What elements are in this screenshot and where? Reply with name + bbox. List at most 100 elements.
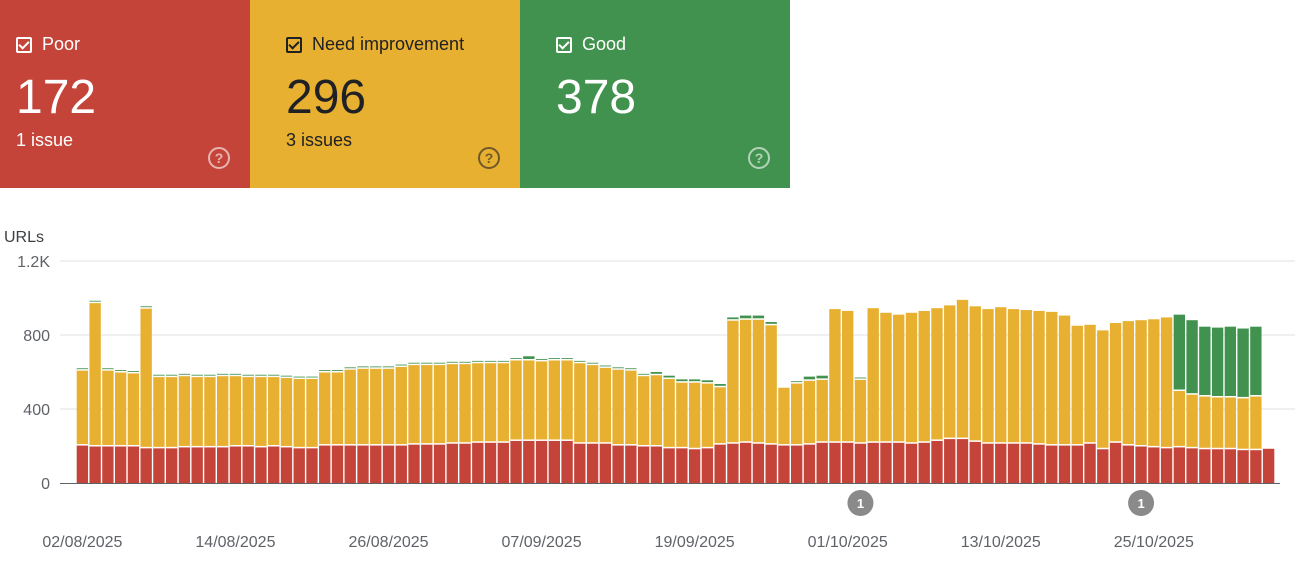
bar-good xyxy=(701,380,714,384)
x-tick-label: 02/08/2025 xyxy=(42,534,122,551)
bar-separator xyxy=(446,442,458,444)
bar-need-improvement xyxy=(1122,321,1134,446)
bar-separator xyxy=(331,371,344,373)
bar-need-improvement xyxy=(204,376,216,447)
bar-separator xyxy=(331,444,344,446)
good-count: 378 xyxy=(556,71,637,124)
need-improvement-help-icon[interactable]: ? xyxy=(478,147,500,169)
bar-poor xyxy=(561,440,573,483)
bar-separator xyxy=(931,439,943,441)
bar-separator xyxy=(574,442,586,444)
bar-need-improvement xyxy=(561,359,573,441)
bar-need-improvement xyxy=(650,374,663,446)
bar-separator xyxy=(1135,445,1147,447)
x-tick-label: 14/08/2025 xyxy=(195,534,275,551)
bar-poor xyxy=(433,444,446,483)
bar-separator xyxy=(484,361,497,364)
bar-need-improvement xyxy=(484,362,497,443)
poor-help-icon[interactable]: ? xyxy=(208,147,230,169)
bar-separator xyxy=(714,385,726,388)
bar-separator xyxy=(255,445,267,448)
bar-poor xyxy=(1109,442,1122,483)
bar-poor xyxy=(956,438,969,483)
bar-poor xyxy=(76,445,89,483)
bar-poor xyxy=(625,445,637,483)
bar-separator xyxy=(701,382,714,384)
bar-good xyxy=(650,372,663,375)
bar-need-improvement xyxy=(790,383,803,446)
x-tick-label: 13/10/2025 xyxy=(961,534,1041,551)
bar-need-improvement xyxy=(1160,317,1173,448)
bar-separator xyxy=(433,363,446,366)
annotation-circle[interactable] xyxy=(1128,490,1155,516)
bar-need-improvement xyxy=(153,376,165,448)
bar-separator xyxy=(1058,444,1071,446)
bar-separator xyxy=(612,444,624,446)
bar-need-improvement xyxy=(816,379,828,443)
bar-need-improvement xyxy=(127,372,140,446)
annotation-marker[interactable]: 1 xyxy=(847,490,874,516)
bar-separator xyxy=(523,358,535,361)
bar-poor xyxy=(752,443,765,483)
bar-poor xyxy=(204,446,216,483)
annotation-circle[interactable] xyxy=(847,490,874,516)
bar-poor xyxy=(306,447,318,483)
bar-need-improvement xyxy=(1250,396,1262,450)
bar-separator xyxy=(829,441,841,443)
bar-poor xyxy=(1071,445,1083,483)
bar-poor xyxy=(688,448,701,483)
bar-need-improvement xyxy=(421,364,433,445)
bar-need-improvement xyxy=(306,378,318,448)
bar-poor xyxy=(931,440,943,483)
bar-separator xyxy=(663,446,675,449)
bar-poor xyxy=(727,443,739,483)
bar-poor xyxy=(574,443,586,483)
bar-poor xyxy=(1135,446,1147,483)
bar-need-improvement xyxy=(395,366,407,446)
bar-poor xyxy=(829,442,841,483)
bar-poor xyxy=(153,447,165,483)
bar-separator xyxy=(178,445,191,448)
bar-separator xyxy=(688,447,701,450)
bar-poor xyxy=(944,438,956,483)
need-improvement-checkbox-icon[interactable] xyxy=(286,36,302,53)
bar-need-improvement xyxy=(854,379,867,444)
bar-good xyxy=(523,356,535,360)
bar-separator xyxy=(599,442,612,444)
bar-separator xyxy=(637,445,650,447)
urls-chart: URLs 0 400 800 1.2K 02/08/2025 14/08/2025 26/… xyxy=(4,229,1295,551)
bar-separator xyxy=(561,358,573,361)
bar-poor xyxy=(242,446,254,483)
bar-poor xyxy=(803,444,816,483)
bar-separator xyxy=(1097,447,1109,450)
good-card[interactable]: Good 378 ? xyxy=(520,0,790,188)
bar-separator xyxy=(918,441,930,443)
annotation-label: 1 xyxy=(1137,496,1144,511)
bar-poor xyxy=(1097,448,1109,483)
bar-need-improvement xyxy=(918,310,930,443)
bar-separator xyxy=(319,371,331,373)
bar-poor xyxy=(1007,443,1020,483)
annotation-label: 1 xyxy=(857,496,864,511)
bar-separator xyxy=(395,365,407,367)
bar-poor xyxy=(319,445,331,483)
bar-need-improvement xyxy=(76,370,89,446)
good-checkbox-icon[interactable] xyxy=(556,36,572,53)
bar-need-improvement xyxy=(612,369,624,446)
bar-separator xyxy=(293,377,305,379)
bar-poor xyxy=(446,443,458,483)
bar-separator xyxy=(153,446,165,449)
bar-separator xyxy=(1199,447,1211,450)
bar-need-improvement xyxy=(1097,330,1109,449)
poor-checkbox-icon[interactable] xyxy=(16,36,32,53)
bar-separator xyxy=(1033,443,1045,445)
poor-card[interactable]: Poor 172 1 issue ? xyxy=(0,0,250,188)
bar-separator xyxy=(433,443,446,445)
bar-poor xyxy=(982,443,994,483)
annotation-marker[interactable]: 1 xyxy=(1128,490,1155,516)
need-improvement-card[interactable]: Need improvement 296 3 issues ? xyxy=(250,0,520,188)
bar-good xyxy=(714,384,726,387)
good-help-icon[interactable]: ? xyxy=(748,147,770,169)
bar-separator xyxy=(140,307,152,309)
bar-separator xyxy=(982,442,994,444)
